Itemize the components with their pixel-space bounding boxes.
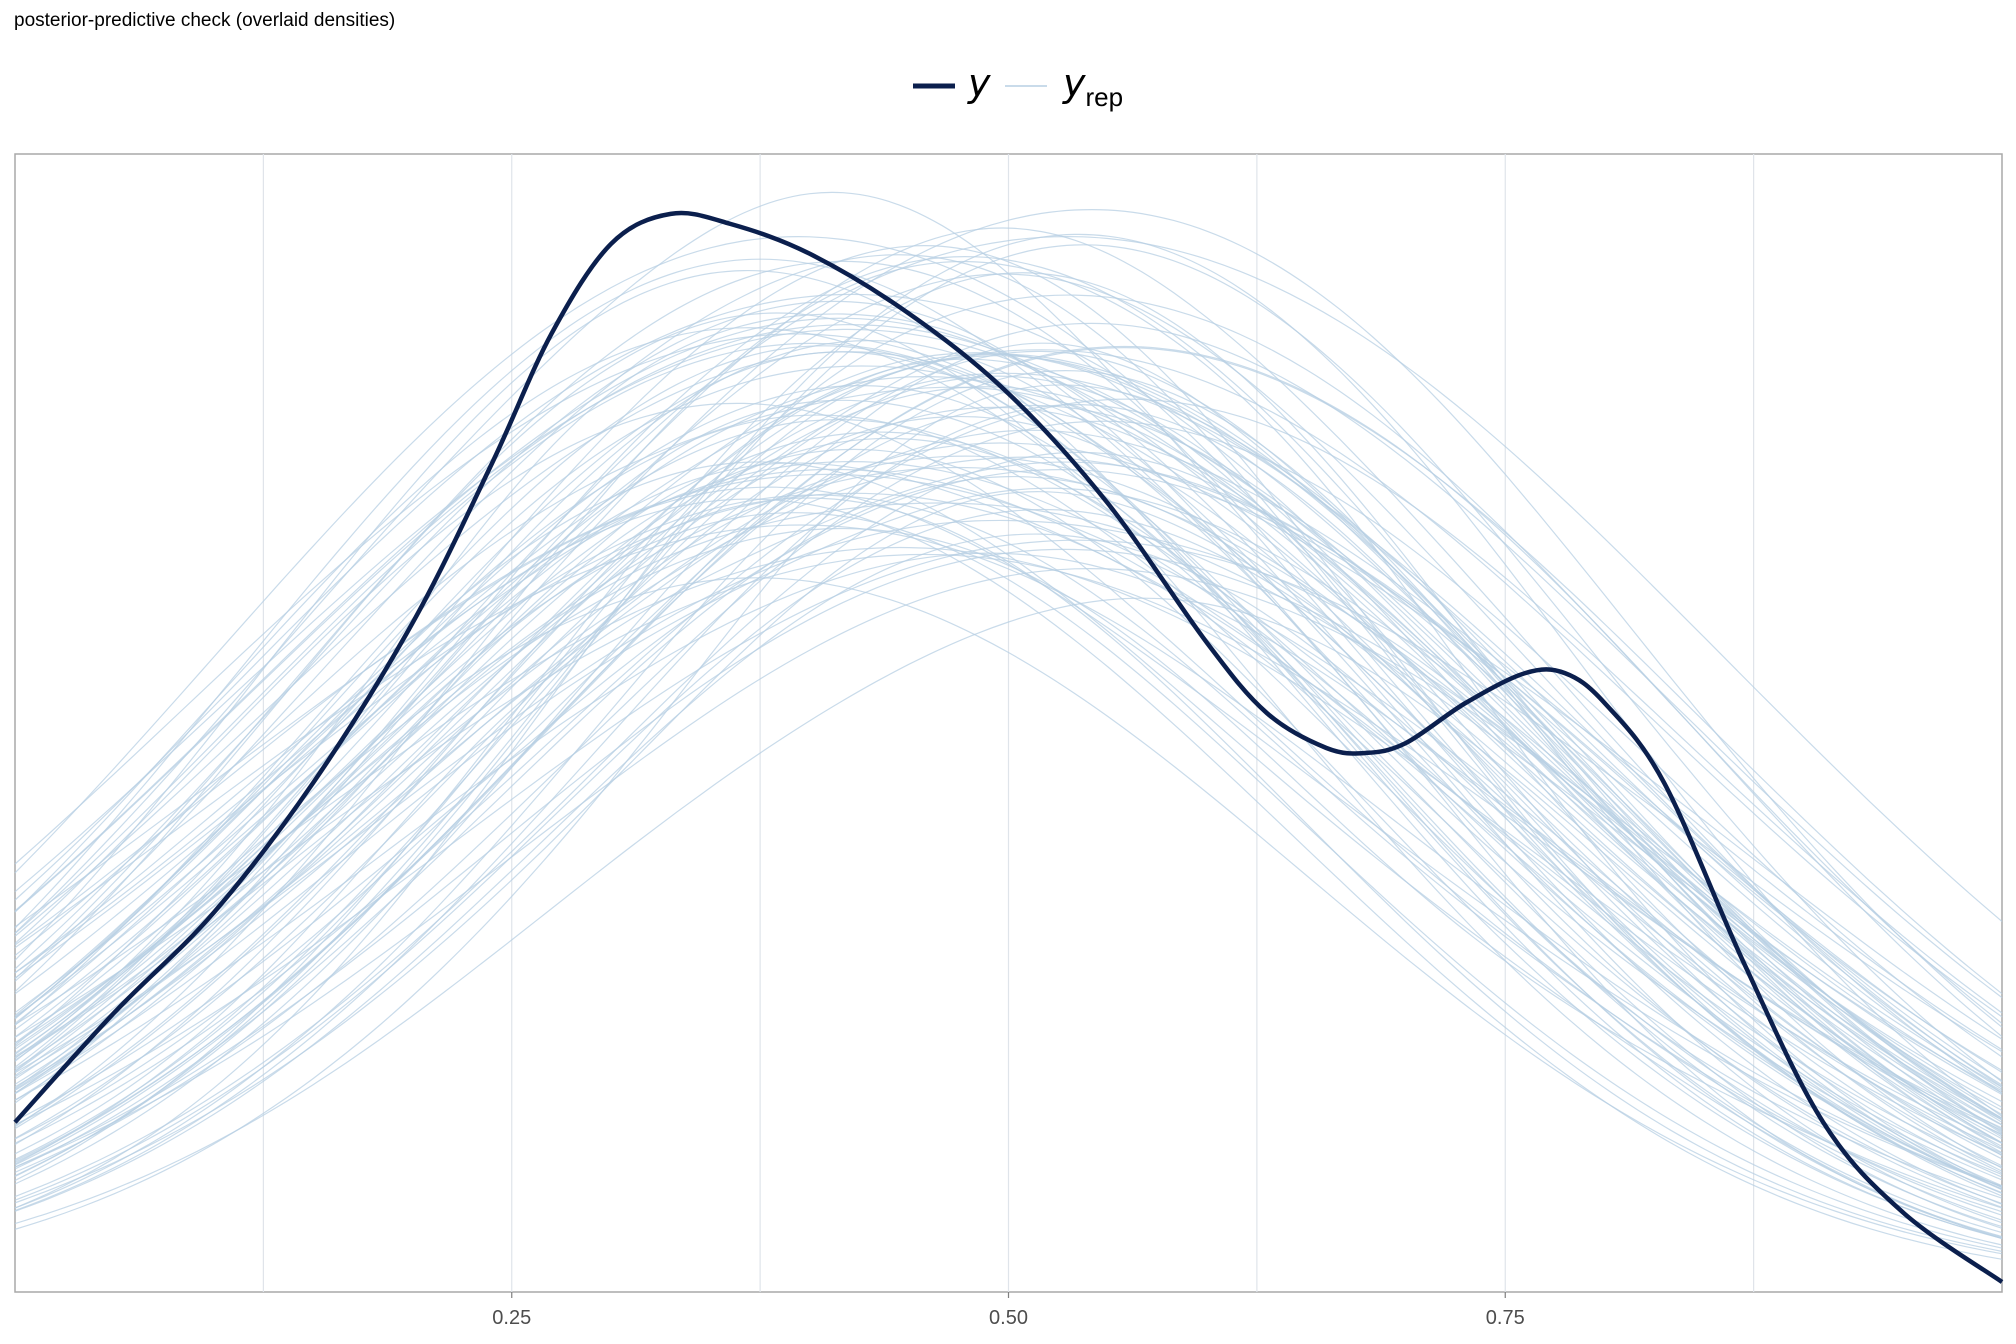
yrep-line — [14, 456, 2003, 1072]
yrep-line — [14, 508, 2003, 1201]
yrep-line — [14, 539, 2003, 1126]
yrep-line — [14, 260, 2003, 1189]
legend-y-label: y — [967, 61, 991, 105]
yrep-line — [14, 340, 2003, 1224]
yrep-line — [14, 473, 2003, 1156]
yrep-line — [14, 420, 2003, 1173]
yrep-line — [14, 208, 2003, 1091]
yrep-line — [14, 322, 2003, 1070]
yrep-line — [14, 235, 2003, 1194]
x-tick-label: 0.50 — [989, 1307, 1028, 1329]
yrep-line — [14, 415, 2003, 1174]
yrep-line — [14, 349, 2003, 1018]
yrep-line — [14, 429, 2003, 1078]
yrep-line — [14, 448, 2003, 1239]
yrep-line — [14, 342, 2003, 1163]
yrep-line — [14, 254, 2003, 1178]
yrep-line — [14, 548, 2003, 1168]
yrep-line — [14, 502, 2003, 1092]
yrep-line — [14, 236, 2003, 1050]
yrep-line — [14, 524, 2003, 1187]
yrep-line — [14, 345, 2003, 1228]
yrep-line — [14, 293, 2003, 1126]
yrep-line — [14, 398, 2003, 1144]
yrep-line — [14, 533, 2003, 1212]
yrep-line — [14, 577, 2003, 1255]
yrep-line — [14, 455, 2003, 1119]
yrep-line — [14, 233, 2003, 1209]
yrep-line — [14, 475, 2003, 1170]
yrep-line — [14, 312, 2003, 1246]
legend-yrep-label: yrep — [1062, 61, 1123, 112]
yrep-line — [14, 553, 2003, 1129]
yrep-line — [14, 269, 2003, 1240]
yrep-line — [14, 350, 2003, 1185]
yrep-line — [14, 345, 2003, 1162]
yrep-line — [14, 461, 2003, 1240]
yrep-line — [14, 491, 2003, 1204]
yrep-line — [14, 597, 2003, 1225]
yrep-line — [14, 461, 2003, 1155]
yrep-line — [14, 437, 2003, 1188]
yrep-line — [14, 244, 2003, 1178]
yrep-line — [14, 402, 2003, 1221]
gridlines — [262, 154, 1755, 1292]
x-tick-label: 0.75 — [1486, 1307, 1525, 1329]
yrep-line — [14, 468, 2003, 1122]
x-tick-label: 0.25 — [492, 1307, 531, 1329]
yrep-line — [14, 567, 2003, 1168]
yrep-line — [14, 462, 2003, 1205]
yrep-line — [14, 497, 2003, 1252]
yrep-line — [14, 347, 2003, 1140]
yrep-line — [14, 512, 2003, 1249]
y-series — [13, 210, 2004, 1284]
yrep-line — [14, 386, 2003, 1126]
y-line — [13, 210, 2004, 1284]
yrep-line — [14, 272, 2003, 1182]
yrep-line — [14, 519, 2003, 1103]
chart-title: posterior-predictive check (overlaid den… — [14, 10, 396, 31]
yrep-line — [14, 358, 2003, 1190]
legend: y yrep — [913, 61, 1123, 112]
legend-yrep-subscript: rep — [1086, 82, 1124, 112]
yrep-line — [14, 327, 2003, 1229]
yrep-line — [14, 527, 2003, 1209]
yrep-line — [14, 375, 2003, 1172]
yrep-line — [14, 492, 2003, 1154]
x-axis: 0.25 0.50 0.75 — [492, 1292, 1525, 1329]
yrep-line — [14, 406, 2003, 1154]
yrep-line — [14, 498, 2003, 1260]
yrep-line — [14, 546, 2003, 1144]
